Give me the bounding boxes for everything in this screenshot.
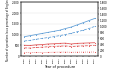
Y-axis label: Number of operations (as a percentage of England): Number of operations (as a percentage of…: [6, 0, 10, 61]
X-axis label: Year of procedure: Year of procedure: [44, 65, 75, 69]
